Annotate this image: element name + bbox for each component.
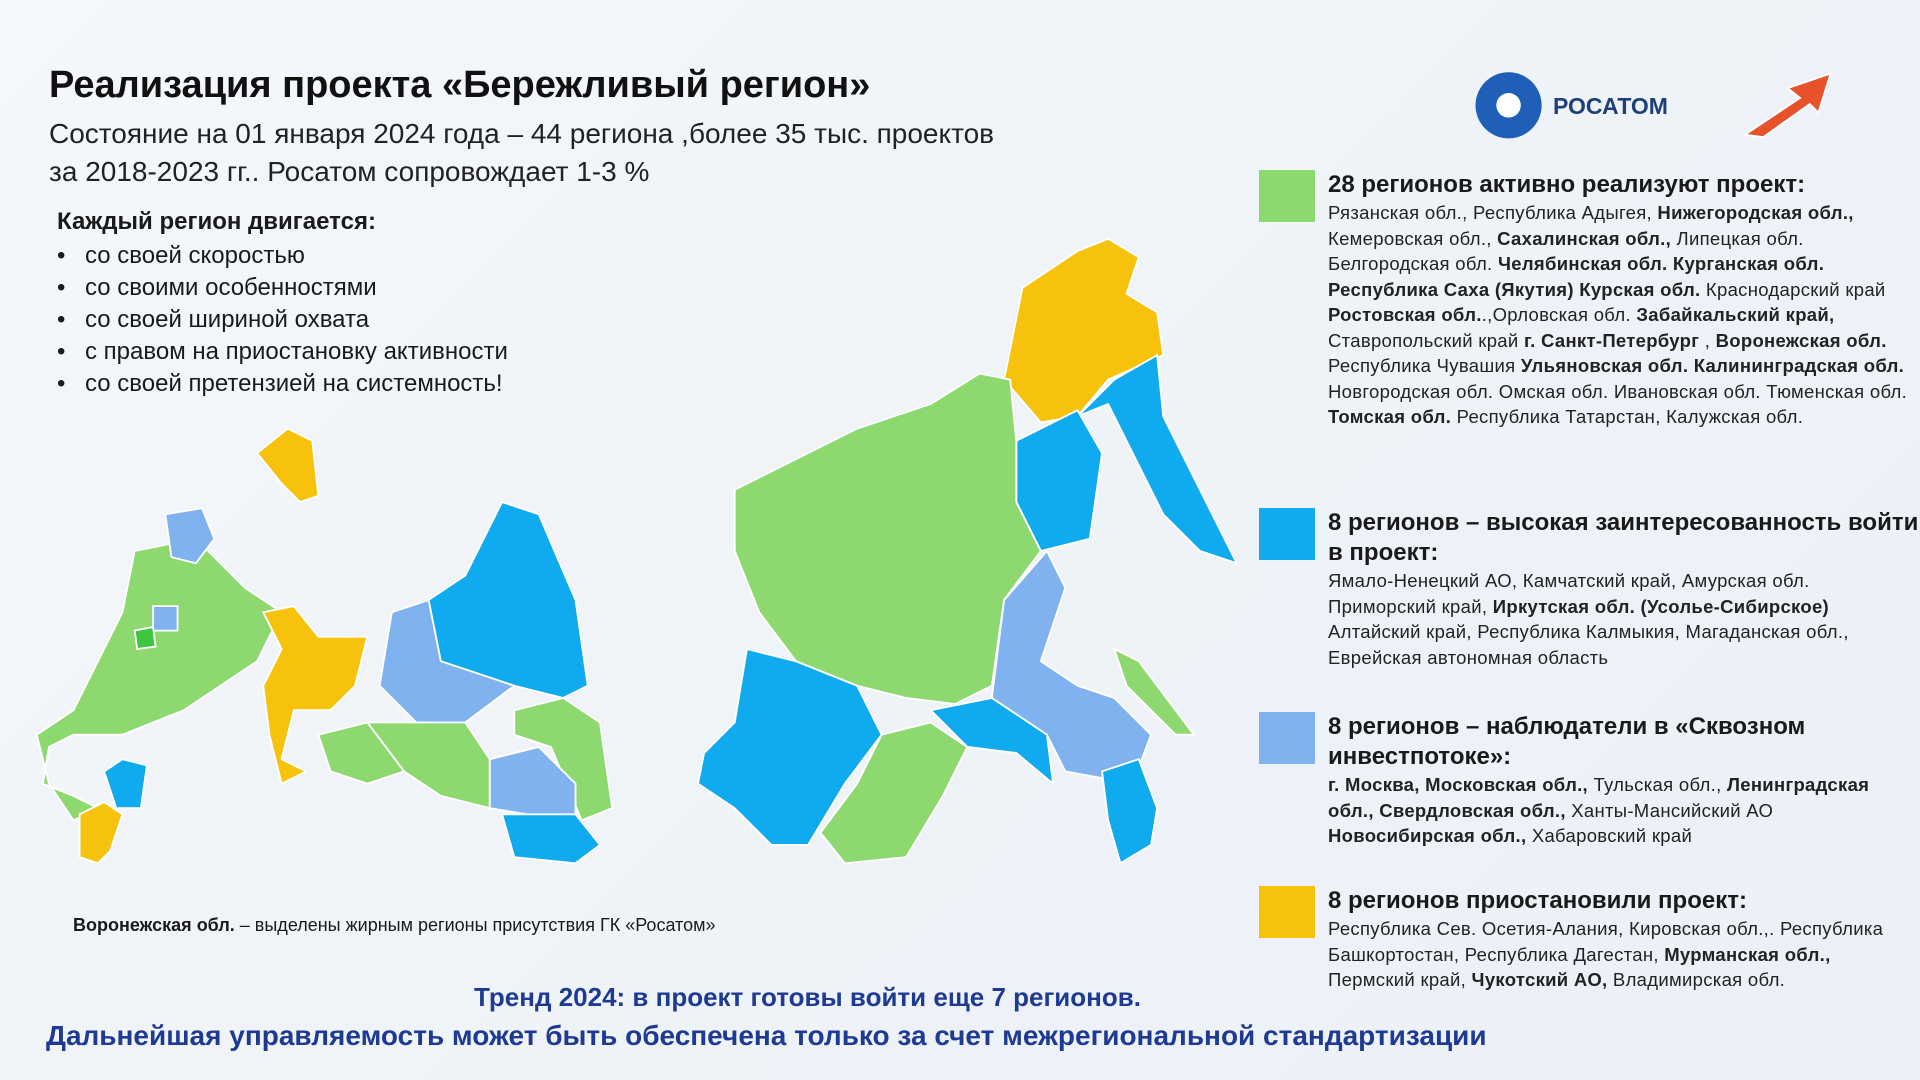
region-name: г. Москва, Московская обл., (1328, 774, 1588, 795)
bullet: со своей шириной охвата (57, 304, 508, 336)
legend-group: 8 регионов – высокая заинтересованность … (1259, 508, 1919, 670)
footnote: Воронежская обл. – выделены жирным регио… (73, 915, 716, 936)
region-name: Чукотский АО, (1471, 969, 1608, 990)
region-name: Ханты-Мансийский АО (1565, 799, 1774, 821)
region (819, 721, 969, 865)
region-name: Ростовская обл. (1328, 304, 1482, 325)
legend-swatch (1259, 886, 1315, 938)
region-name: Воронежская обл. (1715, 329, 1887, 351)
legend-list: Ямало-Ненецкий АО, Камчатский край, Амур… (1328, 568, 1919, 670)
region-name: Воронежская обл. (73, 915, 235, 935)
region-name: Липецкая обл. Белгородская обл. (1328, 227, 1804, 275)
region-name: Краснодарский край (1700, 278, 1886, 300)
region (102, 758, 148, 810)
legend-list: г. Москва, Московская обл., Тульская обл… (1328, 772, 1919, 849)
region-name: Кемеровская обл., (1328, 227, 1498, 249)
region-name: Хабаровский край (1526, 825, 1693, 846)
region-name: Республика Татарстан, Калужская обл. (1451, 406, 1804, 427)
legend-list: Республика Сев. Осетия-Алания, Кировская… (1328, 916, 1919, 993)
region (733, 372, 1042, 706)
region-name: Нижегородская обл., (1657, 202, 1854, 223)
region-name: Мурманская обл., (1664, 943, 1831, 965)
region-name: Забайкальский край, (1636, 304, 1835, 325)
legend-swatch (1259, 170, 1315, 222)
region-name: Республика Чувашия (1328, 355, 1521, 376)
bullet: со своей скоростью (57, 240, 508, 272)
region-name: Алтайский край, Республика Калмыкия, Маг… (1328, 621, 1849, 668)
legend-swatch (1259, 508, 1315, 560)
legend-group: 8 регионов приостановили проект: Республи… (1259, 886, 1919, 993)
region-name: Тульская обл., (1588, 774, 1727, 795)
region (1003, 237, 1165, 424)
region-name: Сахалинская обл., (1497, 227, 1672, 249)
region-name: Новгородская обл. Омская обл. Ивановская… (1328, 380, 1908, 402)
region (696, 647, 883, 846)
trend: Дальнейшая управляемость может быть обес… (46, 1020, 1487, 1051)
region (78, 800, 124, 865)
region (164, 507, 216, 565)
subtitle: за 2018-2023 гг.. Росатом сопровождает 1… (49, 156, 650, 187)
bullet-list: со своей скоростьюсо своими особенностям… (57, 240, 508, 400)
bullets-heading: Каждый регион двигается: (57, 208, 376, 235)
legend-swatch (1259, 712, 1315, 764)
logo-mark (1496, 93, 1521, 118)
region (1112, 647, 1196, 736)
region-name: Пермский край, (1328, 969, 1472, 990)
region-name: Ленинградская обл., Свердловская обл., (1328, 774, 1870, 821)
region (261, 605, 369, 786)
region-name: – выделены жирным регионы присутствия ГК… (234, 915, 716, 935)
region-name: , (1699, 329, 1716, 351)
legend-group: 28 регионов активно реализуют проект: Ряз… (1259, 170, 1919, 430)
region-name: Республика Сев. Осетия-Алания, Кировская… (1328, 918, 1884, 965)
region-name: Ямало-Ненецкий АО, Камчатский край, Амур… (1328, 570, 1810, 617)
region-name: г. Санкт-Петербург (1523, 329, 1700, 351)
region-name: Владимирская обл. (1607, 969, 1786, 990)
legend-group: 8 регионов – наблюдатели в «Сквозном инв… (1259, 712, 1919, 849)
region-name: Новосибирская обл., (1328, 825, 1527, 846)
logo-text: РОСАТОМ (1553, 93, 1668, 119)
title: Реализация проекта «Бережливый регион» (49, 64, 871, 106)
region (35, 537, 283, 822)
region (1101, 758, 1159, 865)
bullet: с правом на приостановку активности (57, 336, 508, 368)
region (1076, 353, 1239, 565)
legend-list: Рязанская обл., Республика Адыгея, Нижег… (1328, 200, 1919, 430)
region (152, 605, 179, 632)
region-name: Ставропольский край (1328, 329, 1524, 351)
region-name: Иркутская обл. (Усолье-Сибирское) (1492, 595, 1830, 617)
legend-heading: 8 регионов – наблюдатели в «Сквозном инв… (1328, 713, 1806, 770)
region-name: Рязанская обл., Республика Адыгея, (1328, 202, 1658, 223)
trend: Тренд 2024: в проект готовы войти еще 7 … (474, 982, 1141, 1012)
region (513, 696, 614, 822)
region-name: Челябинская обл. Курганская обл. Республ… (1328, 253, 1825, 300)
region (133, 625, 157, 651)
region (255, 427, 320, 504)
region (317, 721, 406, 785)
legend-heading: 8 регионов – высокая заинтересованность … (1328, 509, 1919, 566)
region-name: .,Орловская обл. (1481, 304, 1637, 325)
region-name: Ульяновская обл. Калининградская обл. (1520, 355, 1905, 376)
region (378, 598, 517, 724)
region-name: Томская обл. (1328, 406, 1452, 427)
subtitle: Состояние на 01 января 2024 года – 44 ре… (49, 118, 995, 149)
bullet: со своими особенностями (57, 272, 508, 304)
region (500, 813, 602, 865)
logo-arrow (1742, 72, 1833, 139)
legend-heading: 28 регионов активно реализуют проект: (1328, 171, 1806, 198)
legend-heading: 8 регионов приостановили проект: (1328, 887, 1747, 914)
bullet: со своей претензией на системность! (57, 368, 508, 400)
